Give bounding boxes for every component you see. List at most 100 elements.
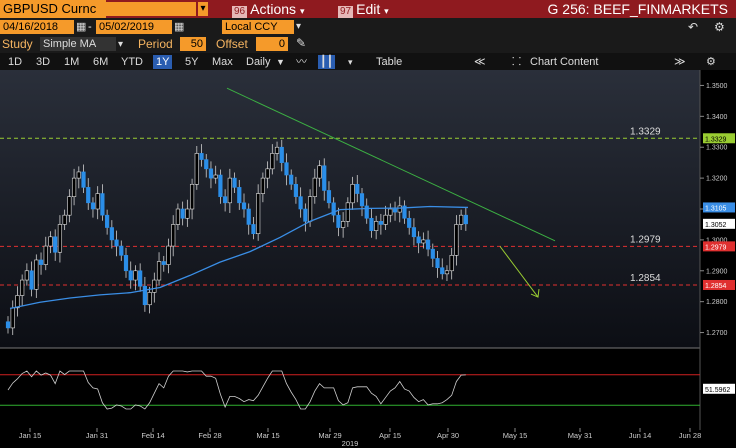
candlestick bbox=[260, 177, 265, 194]
candlestick bbox=[341, 221, 346, 228]
candlestick bbox=[133, 270, 138, 281]
candlestick bbox=[411, 227, 417, 238]
level-label: 1.3329 bbox=[630, 126, 661, 137]
x-tick-label: Jun 28 bbox=[679, 431, 702, 440]
candlestick bbox=[227, 177, 232, 204]
price-tag bbox=[703, 133, 735, 144]
candlestick bbox=[34, 259, 39, 290]
range-1y[interactable]: 1Y bbox=[153, 55, 173, 69]
candlestick bbox=[171, 224, 176, 247]
calendar-icon[interactable]: ▦ bbox=[76, 21, 87, 33]
y-tick-label: 1.3300 bbox=[706, 145, 728, 152]
candlestick bbox=[317, 165, 322, 179]
settings-icon[interactable]: ⚙ bbox=[706, 56, 716, 68]
candlestick bbox=[355, 183, 360, 194]
period-input[interactable]: 50 bbox=[180, 37, 206, 51]
study-bar: Study Simple MA ▾ Period 50 Offset 0 ✎ bbox=[0, 36, 736, 53]
x-tick-label: Feb 14 bbox=[141, 431, 164, 440]
offset-input[interactable]: 0 bbox=[256, 37, 288, 51]
line-chart-icon[interactable]: 〰 bbox=[296, 56, 307, 68]
candlestick bbox=[53, 236, 58, 253]
actions-menu[interactable]: 96 Actions ▾ bbox=[232, 0, 304, 18]
candlestick bbox=[374, 221, 379, 231]
candlestick bbox=[152, 279, 157, 293]
indicator-tag bbox=[703, 383, 735, 394]
range-1d[interactable]: 1D bbox=[8, 56, 23, 68]
study-chevron-icon[interactable]: ▾ bbox=[118, 39, 124, 50]
indicator-value-label: 51.5962 bbox=[705, 387, 730, 394]
candlestick bbox=[189, 183, 195, 210]
range-ytd[interactable]: YTD bbox=[121, 56, 143, 68]
candlestick bbox=[241, 202, 247, 210]
end-date-input[interactable]: 05/02/2019 bbox=[96, 20, 172, 34]
candlestick bbox=[383, 214, 388, 225]
actions-chevron-icon: ▾ bbox=[299, 6, 305, 16]
security-ticker[interactable]: GBPUSD Curncy bbox=[0, 0, 106, 18]
range-3d[interactable]: 3D bbox=[36, 56, 51, 68]
candlestick bbox=[138, 270, 143, 287]
pencil-icon[interactable]: ✎ bbox=[296, 36, 307, 50]
candlestick bbox=[256, 193, 261, 235]
y-tick-label: 1.2700 bbox=[706, 330, 728, 337]
y-tick-label: 1.3200 bbox=[706, 176, 728, 183]
candlestick bbox=[71, 177, 77, 197]
currency-select[interactable]: Local CCY bbox=[222, 20, 294, 34]
arrow-head bbox=[530, 288, 540, 298]
candlestick bbox=[440, 267, 445, 275]
price-chart[interactable]: 1.35001.34001.33001.32001.31001.30001.29… bbox=[0, 70, 736, 448]
frequency-chevron-icon[interactable]: ▼ bbox=[276, 57, 285, 67]
candlestick bbox=[435, 258, 440, 268]
x-tick-label: May 15 bbox=[503, 431, 528, 440]
x-tick-label: Jun 14 bbox=[629, 431, 652, 440]
candlestick bbox=[67, 196, 72, 216]
settings-icon[interactable]: ⚙ bbox=[714, 20, 725, 34]
price-tag bbox=[703, 279, 735, 290]
candlestick bbox=[62, 214, 67, 225]
candlestick bbox=[298, 196, 303, 210]
candlestick bbox=[251, 224, 256, 235]
x-tick-label: Mar 29 bbox=[318, 431, 341, 440]
candlestick bbox=[425, 239, 431, 250]
candlestick bbox=[105, 214, 110, 228]
price-tag bbox=[703, 241, 735, 252]
chart-content-icon[interactable]: ⸬ bbox=[512, 56, 522, 68]
candlestick bbox=[265, 168, 270, 179]
start-date-input[interactable]: 04/16/2018 bbox=[0, 20, 74, 34]
table-button[interactable]: Table bbox=[376, 56, 403, 68]
x-tick-label: Apr 15 bbox=[379, 431, 401, 440]
range-6m[interactable]: 6M bbox=[93, 56, 109, 68]
chart-content-button[interactable]: Chart Content bbox=[530, 56, 599, 68]
edit-menu[interactable]: 97 Edit ▾ bbox=[338, 0, 389, 18]
collapse-left-icon[interactable]: ≪ bbox=[474, 56, 486, 68]
candlestick bbox=[444, 270, 450, 275]
currency-chevron-icon[interactable]: ▾ bbox=[296, 21, 302, 32]
ticker-dropdown-icon[interactable]: ▾ bbox=[198, 2, 208, 16]
price-tag bbox=[703, 202, 735, 213]
range-5y[interactable]: 5Y bbox=[185, 56, 199, 68]
collapse-right-icon[interactable]: ≫ bbox=[674, 56, 686, 68]
y-tick-label: 1.2900 bbox=[706, 268, 728, 275]
candlestick bbox=[364, 205, 369, 219]
candlestick bbox=[95, 193, 100, 210]
calendar-icon[interactable]: ▦ bbox=[174, 21, 185, 33]
price-tag-label: 1.2979 bbox=[705, 244, 727, 251]
trendline bbox=[226, 87, 556, 242]
range-1m[interactable]: 1M bbox=[64, 56, 80, 68]
candle-chart-icon[interactable]: ┃┃ bbox=[318, 55, 336, 69]
date-bar: 04/16/2018 ▦ - 05/02/2019 ▦ Local CCY ▾ … bbox=[0, 18, 736, 36]
candlestick bbox=[161, 261, 166, 265]
frequency-select[interactable]: Daily bbox=[246, 56, 271, 68]
candlestick bbox=[270, 153, 275, 170]
chart-type-chevron-icon[interactable]: ▾ bbox=[348, 57, 353, 67]
range-toolbar: 1D 3D 1M 6M YTD 1Y 5Y Max Daily ▼ 〰 ┃┃ ▾… bbox=[0, 53, 736, 70]
ticker-field[interactable] bbox=[96, 2, 196, 16]
price-tag-label: 1.3105 bbox=[705, 205, 727, 212]
range-max[interactable]: Max bbox=[212, 56, 233, 68]
candlestick bbox=[194, 153, 199, 185]
candlestick bbox=[86, 187, 91, 204]
study-select[interactable]: Simple MA bbox=[40, 37, 116, 51]
candlestick bbox=[284, 162, 289, 176]
y-tick-label: 1.3000 bbox=[706, 237, 728, 244]
undo-icon[interactable]: ↶ bbox=[688, 20, 699, 34]
candlestick bbox=[388, 208, 393, 216]
